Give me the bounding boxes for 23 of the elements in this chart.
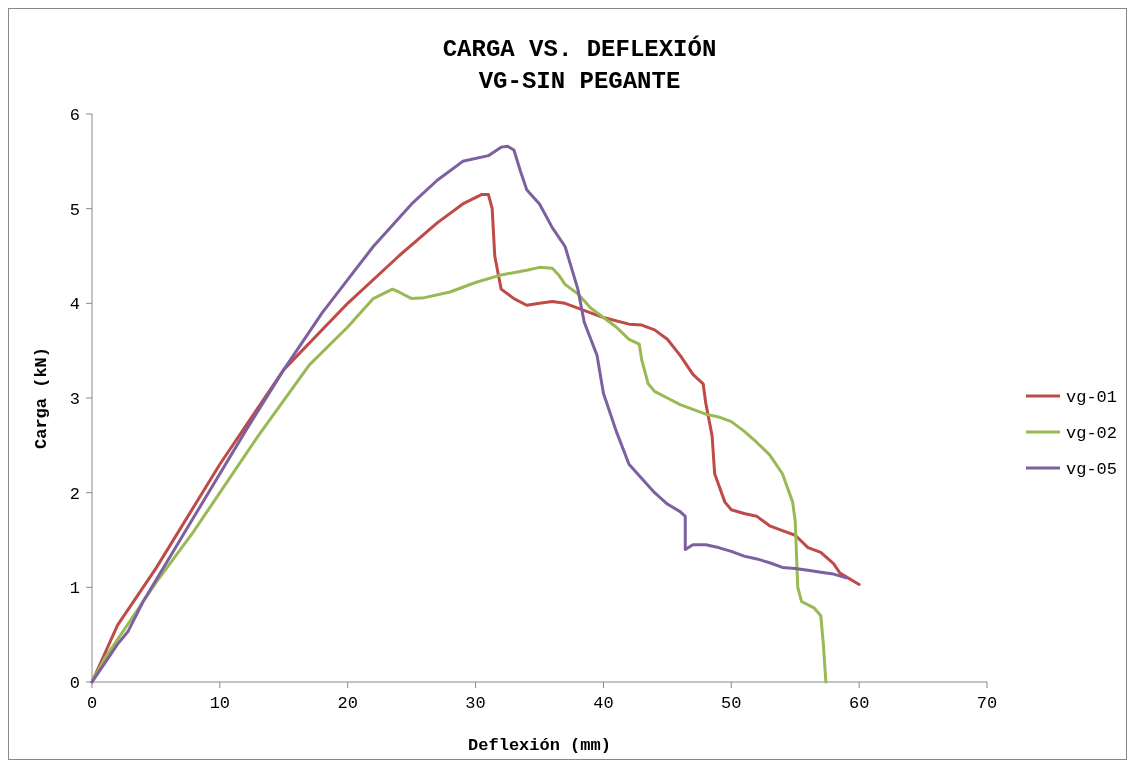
x-tick-label: 70	[976, 694, 998, 713]
x-tick-label: 0	[86, 694, 98, 713]
x-axis-title: Deflexión (mm)	[468, 736, 611, 755]
y-tick-label: 3	[69, 390, 80, 409]
y-tick-label: 4	[69, 295, 80, 315]
x-tick-label: 30	[465, 694, 486, 713]
y-tick-label: 5	[69, 200, 80, 220]
chart-title: CARGA VS. DEFLEXIÓN	[442, 35, 717, 63]
x-tick-label: 50	[721, 694, 742, 713]
legend-label: vg-01	[1066, 388, 1118, 407]
x-tick-label: 40	[593, 694, 614, 713]
y-tick-label: 6	[69, 106, 80, 125]
y-tick-label: 0	[69, 674, 80, 693]
x-tick-label: 20	[337, 694, 358, 713]
legend-label: vg-05	[1066, 460, 1118, 479]
chart-subtitle: VG-SIN PEGANTE	[478, 68, 681, 95]
y-tick-label: 1	[69, 579, 80, 599]
x-tick-label: 10	[209, 694, 231, 713]
y-axis-title: Carga (kN)	[32, 346, 51, 450]
legend-label: vg-02	[1066, 424, 1118, 443]
x-tick-label: 60	[848, 694, 870, 713]
y-tick-label: 2	[69, 484, 80, 504]
line-series	[90, 265, 828, 684]
